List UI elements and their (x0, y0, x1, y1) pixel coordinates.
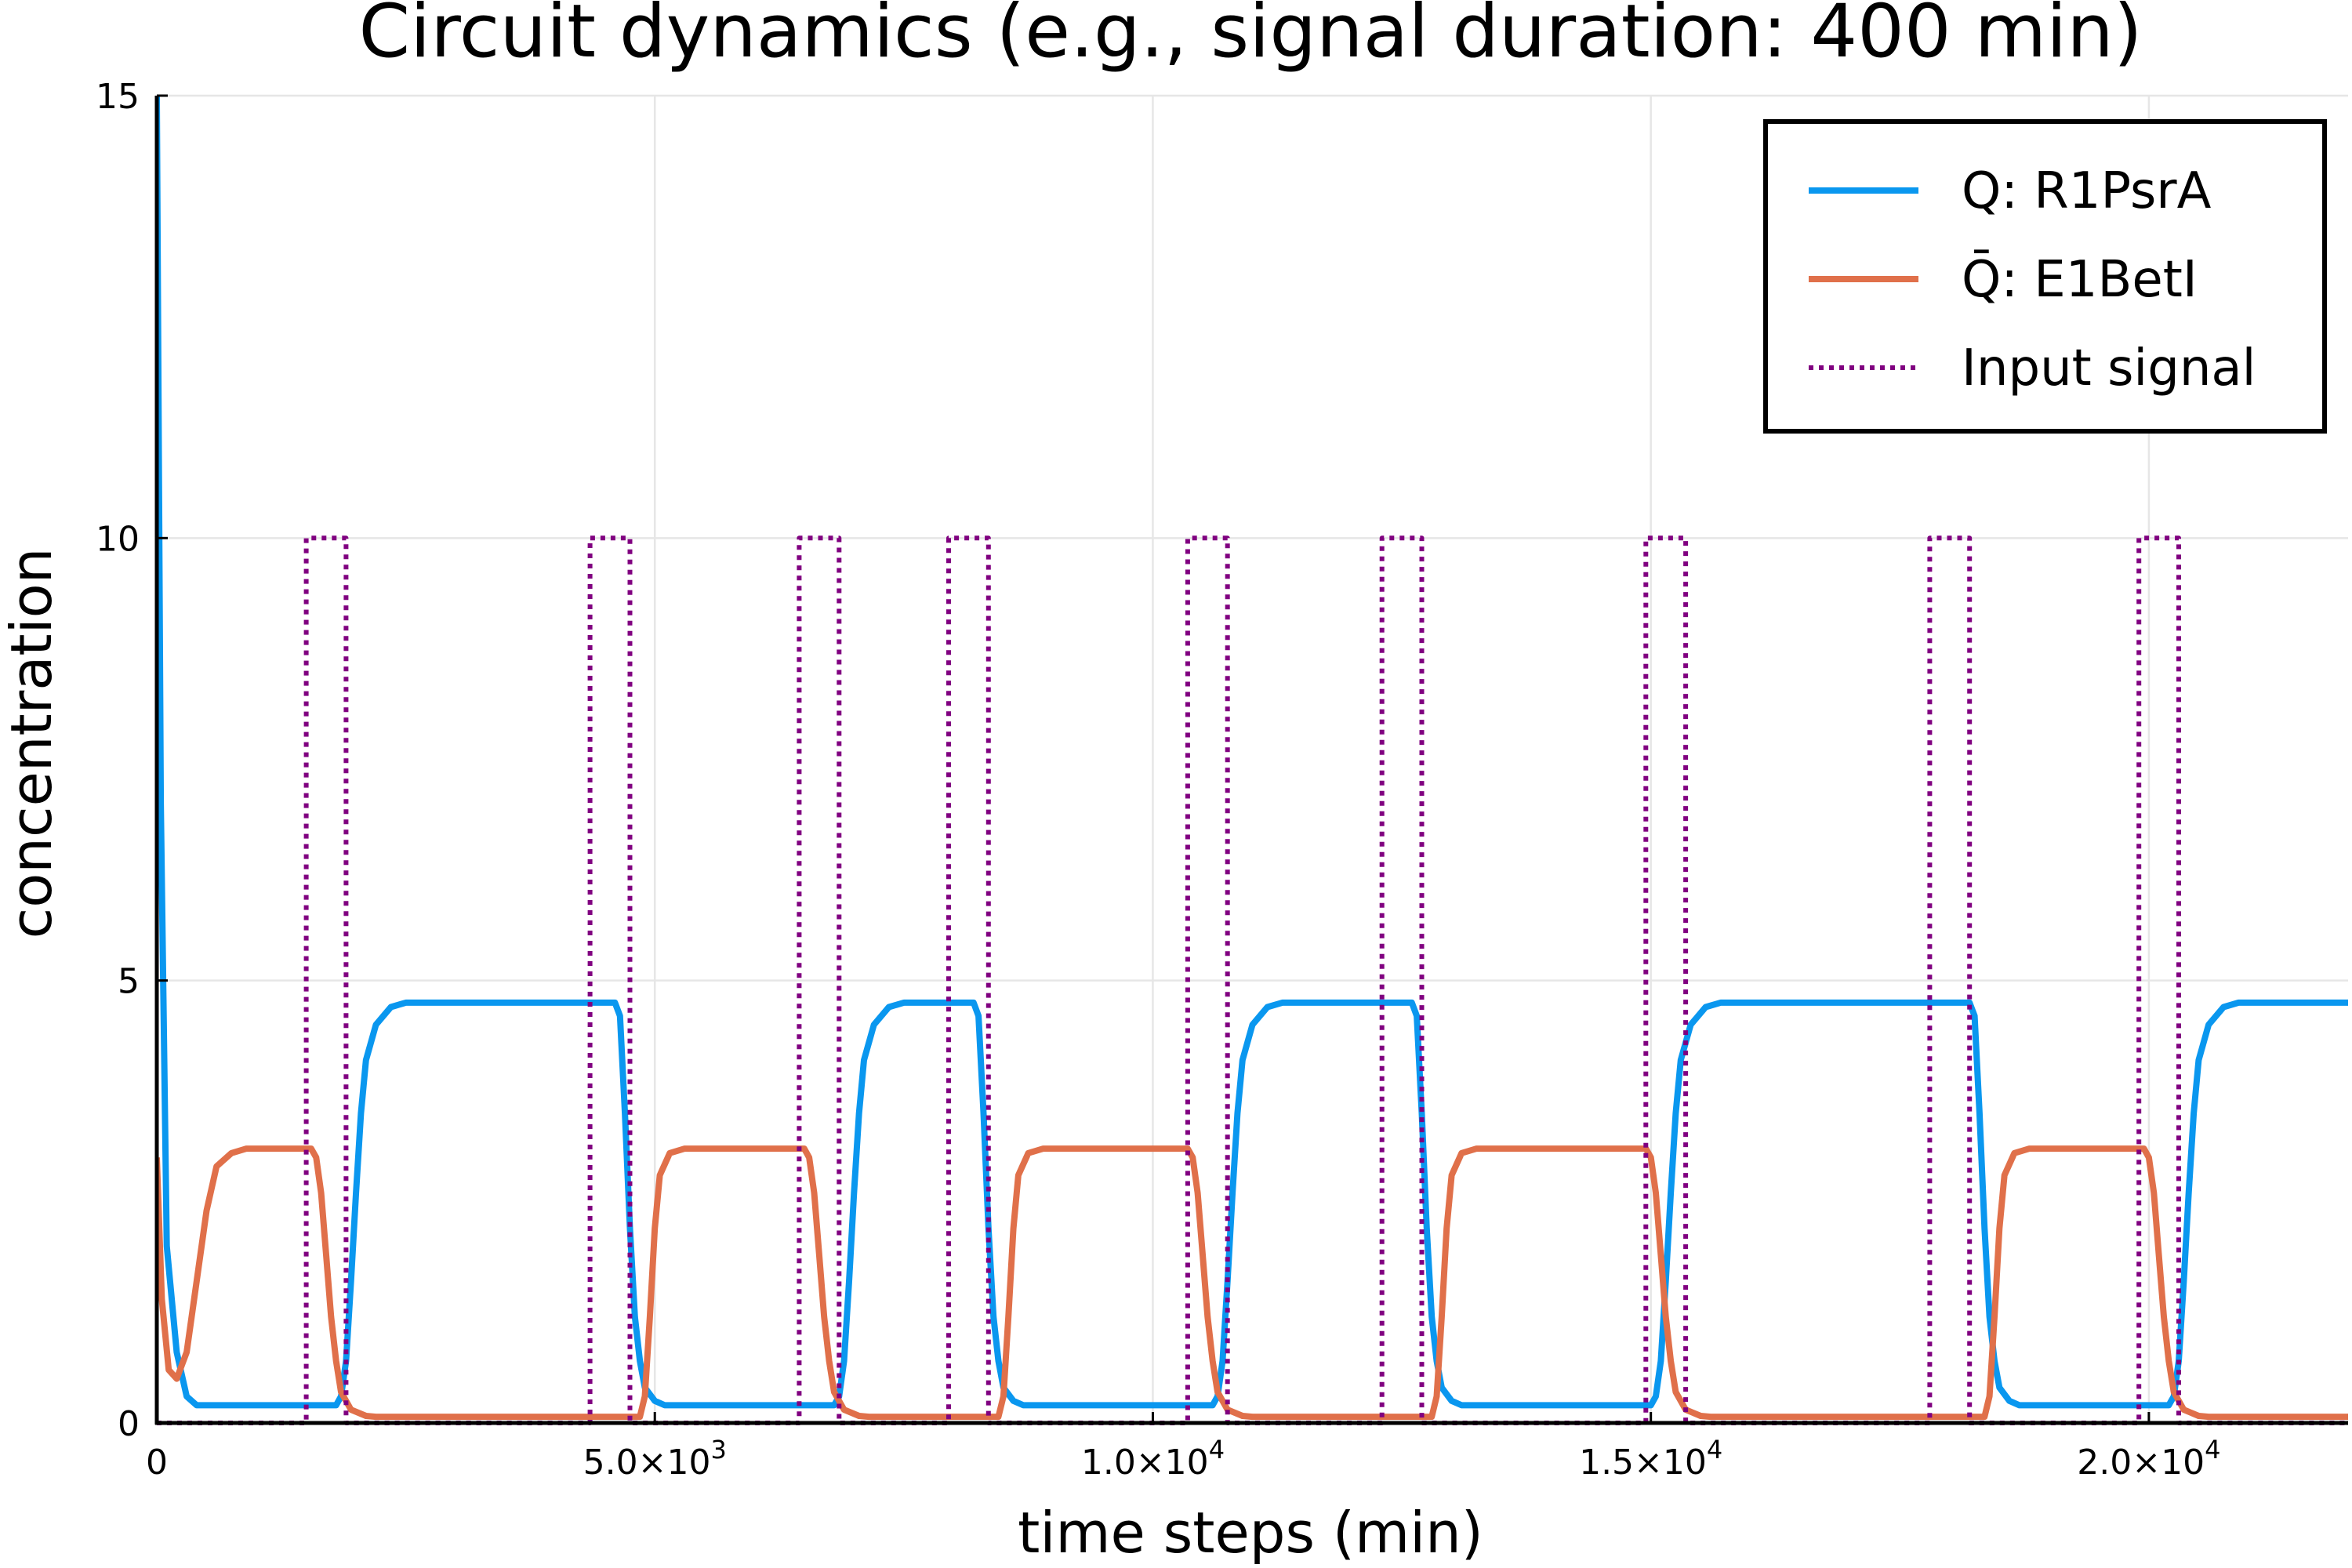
x-tick-labels: 0 5.0×103 1.0×104 1.5×104 2.0×104 (146, 1435, 2221, 1483)
chart-title: Circuit dynamics (e.g., signal duration:… (358, 0, 2142, 74)
y-axis-label: concentration (0, 548, 64, 939)
axes (154, 94, 2348, 1425)
x-axis-label: time steps (min) (1018, 1500, 1483, 1566)
y-tick-label: 15 (96, 77, 140, 117)
legend-label-1: Q̄: E1BetI (1962, 249, 2198, 309)
legend: Q: R1PsrA Q̄: E1BetI Input signal (1763, 119, 2327, 434)
series-line-1 (157, 1145, 2348, 1421)
y-tick-label: 5 (118, 962, 140, 1002)
series-line-0 (157, 95, 2348, 1409)
series-layer (157, 95, 2348, 1425)
y-tick-label: 0 (118, 1404, 140, 1444)
x-tick-label: 1.0×104 (1081, 1435, 1225, 1483)
y-tick-label: 10 (96, 519, 140, 559)
legend-label-0: Q: R1PsrA (1962, 162, 2212, 220)
x-tick-label: 1.5×104 (1579, 1435, 1722, 1483)
y-tick-labels: 0 5 10 15 (96, 77, 140, 1444)
legend-label-2: Input signal (1962, 339, 2256, 397)
x-tick-label: 2.0×104 (2077, 1435, 2220, 1483)
x-tick-label: 0 (146, 1443, 168, 1483)
x-tick-label: 5.0×103 (583, 1435, 727, 1483)
